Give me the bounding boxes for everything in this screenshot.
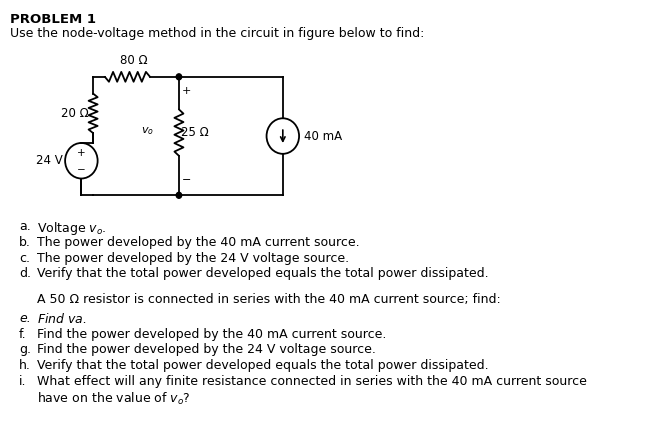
Text: 20 Ω: 20 Ω bbox=[61, 107, 89, 120]
Text: i.: i. bbox=[19, 375, 27, 388]
Text: 80 Ω: 80 Ω bbox=[120, 54, 148, 67]
Text: What effect will any finite resistance connected in series with the 40 mA curren: What effect will any finite resistance c… bbox=[37, 375, 587, 388]
Text: 25 Ω: 25 Ω bbox=[180, 126, 209, 139]
Text: −: − bbox=[182, 175, 191, 185]
Text: 24 V: 24 V bbox=[36, 154, 62, 167]
Text: 40 mA: 40 mA bbox=[303, 129, 342, 143]
Text: A 50 Ω resistor is connected in series with the 40 mA current source; find:: A 50 Ω resistor is connected in series w… bbox=[37, 293, 501, 306]
Text: The power developed by the 40 mA current source.: The power developed by the 40 mA current… bbox=[37, 236, 360, 249]
Text: f.: f. bbox=[19, 327, 27, 341]
Text: have on the value of $v_o$?: have on the value of $v_o$? bbox=[37, 391, 191, 407]
Text: b.: b. bbox=[19, 236, 31, 249]
Text: Verify that the total power developed equals the total power dissipated.: Verify that the total power developed eq… bbox=[37, 359, 488, 372]
Circle shape bbox=[176, 192, 182, 198]
Text: h.: h. bbox=[19, 359, 31, 372]
Text: d.: d. bbox=[19, 267, 31, 280]
Text: Find the power developed by the 40 mA current source.: Find the power developed by the 40 mA cu… bbox=[37, 327, 386, 341]
Text: Find the power developed by the 24 V voltage source.: Find the power developed by the 24 V vol… bbox=[37, 344, 376, 356]
Text: PROBLEM 1: PROBLEM 1 bbox=[10, 13, 96, 26]
Text: Verify that the total power developed equals the total power dissipated.: Verify that the total power developed eq… bbox=[37, 267, 488, 280]
Text: +: + bbox=[182, 86, 191, 96]
Text: The power developed by the 24 V voltage source.: The power developed by the 24 V voltage … bbox=[37, 252, 349, 265]
Text: $v_o$: $v_o$ bbox=[141, 125, 154, 136]
Text: Voltage $v_o$.: Voltage $v_o$. bbox=[37, 220, 107, 237]
Text: +: + bbox=[77, 148, 86, 158]
Text: c.: c. bbox=[19, 252, 30, 265]
Circle shape bbox=[176, 74, 182, 80]
Text: a.: a. bbox=[19, 220, 31, 233]
Text: Use the node-voltage method in the circuit in figure below to find:: Use the node-voltage method in the circu… bbox=[10, 27, 424, 41]
Text: e.: e. bbox=[19, 312, 31, 325]
Text: −: − bbox=[77, 165, 86, 175]
Text: Find $va$.: Find $va$. bbox=[37, 312, 87, 326]
Text: g.: g. bbox=[19, 344, 31, 356]
